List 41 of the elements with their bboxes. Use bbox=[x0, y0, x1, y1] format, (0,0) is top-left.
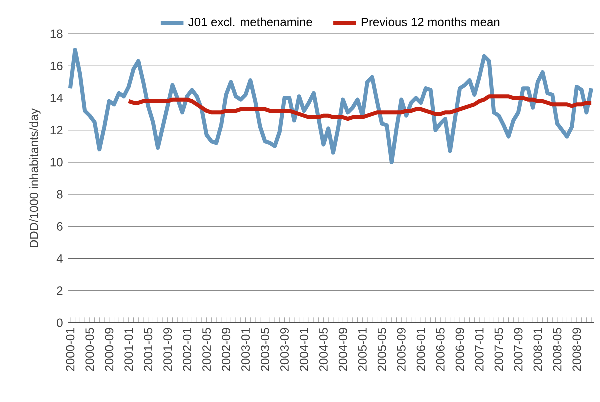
x-tick-label: 2005-09 bbox=[397, 328, 406, 372]
y-tick-label: 2 bbox=[57, 286, 63, 296]
x-tick-label: 2002-01 bbox=[183, 328, 192, 372]
x-tick-label: 2001-09 bbox=[164, 328, 172, 372]
y-tick-label: 8 bbox=[57, 190, 63, 199]
x-tick-label: 2007-05 bbox=[494, 328, 504, 372]
y-tick-label: 18 bbox=[50, 30, 63, 38]
y-tick-label: 12 bbox=[50, 126, 63, 135]
x-tick-label: 2007-01 bbox=[475, 328, 484, 372]
x-tick-label: 2008-05 bbox=[553, 328, 562, 372]
x-tick-label: 2001-01 bbox=[124, 328, 134, 372]
x-tick-label: 2002-09 bbox=[222, 328, 231, 372]
y-tick-label: 4 bbox=[56, 254, 63, 263]
x-tick-label: 2008-09 bbox=[572, 328, 582, 372]
line-series bbox=[68, 48, 594, 164]
x-tick-label: 2000-01 bbox=[66, 328, 75, 372]
y-tick-label: 6 bbox=[57, 222, 63, 231]
x-tick-label: 2007-09 bbox=[514, 328, 523, 372]
legend-label: J01 excl. methenamine bbox=[188, 18, 312, 27]
y-tick-label: 10 bbox=[50, 158, 63, 167]
y-tick-label: 0 bbox=[57, 318, 63, 328]
x-tick-label: 2002-05 bbox=[202, 328, 212, 372]
x-tick-label: 2005-05 bbox=[378, 328, 386, 372]
x-tick-label: 2006-05 bbox=[436, 328, 445, 372]
x-tick-label: 2005-01 bbox=[358, 328, 367, 372]
x-tick-label: 2004-09 bbox=[338, 328, 348, 372]
y-axis-title: DDD/1000 inhabitants/day bbox=[30, 108, 41, 248]
x-tick-label: 2006-09 bbox=[456, 328, 464, 372]
legend-label: Previous 12 months mean bbox=[362, 18, 500, 27]
y-tick-label: 16 bbox=[50, 62, 63, 70]
y-tick-label: 14 bbox=[50, 94, 63, 102]
x-tick-label: 2000-05 bbox=[86, 328, 94, 372]
x-tick-label: 2004-05 bbox=[319, 328, 328, 372]
x-tick-label: 2003-05 bbox=[260, 328, 270, 372]
x-tick-label: 2003-09 bbox=[280, 328, 289, 372]
x-tick-label: 2006-01 bbox=[416, 328, 426, 372]
x-tick-label: 2008-01 bbox=[534, 328, 542, 372]
x-tick-label: 2004-01 bbox=[300, 328, 308, 372]
x-tick-label: 2003-01 bbox=[242, 328, 250, 372]
x-tick-label: 2001-05 bbox=[144, 328, 153, 372]
x-tick-label: 2000-09 bbox=[105, 328, 114, 372]
